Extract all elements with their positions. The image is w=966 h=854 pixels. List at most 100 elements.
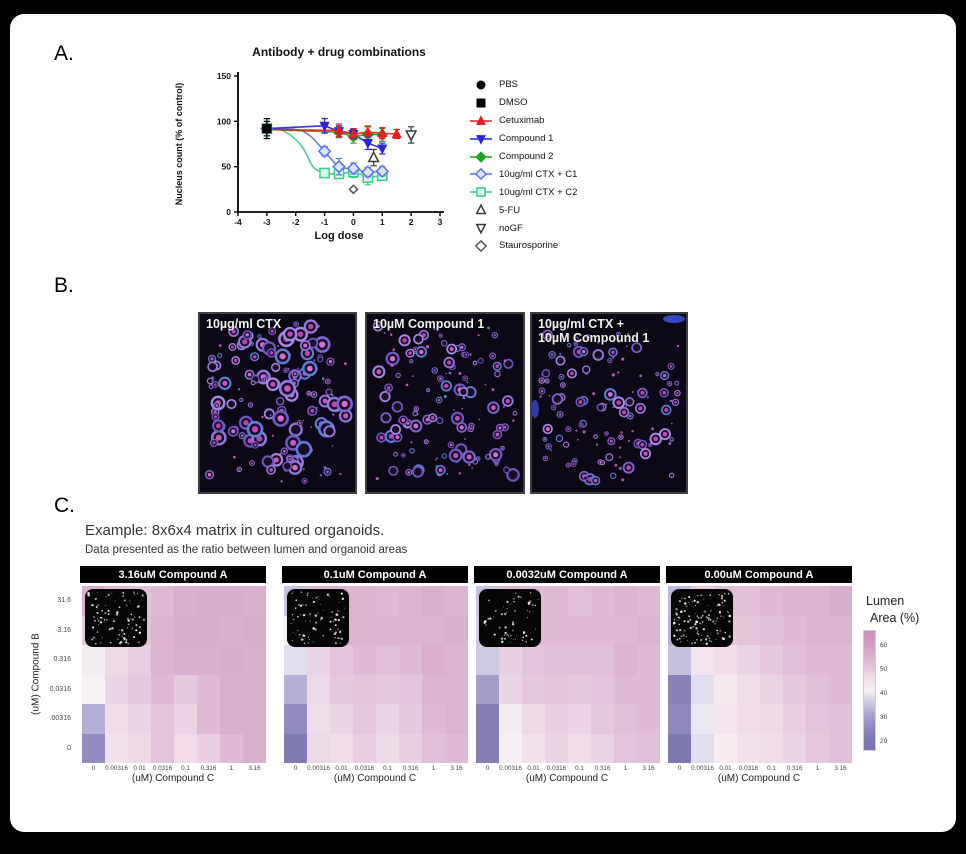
heatmap-cell (128, 704, 151, 734)
heatmap-y-tick: .00316 (49, 715, 71, 722)
legend-item: Compound 1 (468, 130, 577, 148)
heatmap-cell (151, 586, 174, 616)
heatmap-cell (174, 615, 197, 645)
micrograph-image: 10µg/ml CTX (198, 312, 357, 494)
heatmap-cell (243, 615, 266, 645)
legend-marker-icon (470, 168, 492, 181)
heatmap-cell (220, 733, 243, 763)
heatmap-cell (806, 704, 829, 734)
colorbar-title-line2: Area (%) (870, 611, 920, 625)
heatmap-cell (376, 674, 399, 704)
heatmap-cell (243, 674, 266, 704)
heatmap-cell (197, 645, 220, 675)
heatmap-cell (829, 704, 852, 734)
heatmap-cell (545, 586, 568, 616)
micrograph-organoids (204, 319, 353, 485)
heatmap-cell (522, 733, 545, 763)
heatmap-cell (376, 615, 399, 645)
heatmap-cell (399, 733, 422, 763)
heatmap-cell (307, 704, 330, 734)
heatmap-cell (284, 704, 307, 734)
heatmap-cell (637, 615, 660, 645)
legend-marker-icon (475, 203, 487, 215)
heatmap-cell (568, 704, 591, 734)
heatmap-x-tick: 3.16 (834, 765, 847, 772)
heatmap-inset-micrograph (287, 589, 349, 647)
colorbar-gradient (863, 630, 876, 751)
legend-item: 10ug/ml CTX + C2 (468, 183, 577, 201)
heatmap-cell (760, 733, 783, 763)
heatmap-cell (760, 586, 783, 616)
heatmap-cell (545, 615, 568, 645)
heatmap-cell (637, 674, 660, 704)
heatmap-cell (829, 733, 852, 763)
heatmap-x-tick: 1 (229, 765, 234, 772)
heatmap-cell (151, 733, 174, 763)
matrix-subtitle: Data presented as the ratio between lume… (85, 544, 408, 556)
legend-item: DMSO (468, 94, 577, 112)
legend-item: noGF (468, 219, 577, 237)
heatmap-x-tick: 0.1 (181, 765, 190, 772)
heatmap-cell (714, 733, 737, 763)
heatmap-cell (445, 674, 468, 704)
micrograph-image: 10µg/ml CTX +10µM Compound 1 (530, 312, 688, 494)
chart-y-axis-label: Nucleus count (% of control) (174, 83, 184, 206)
heatmap-cell (197, 586, 220, 616)
heatmap-cell (737, 733, 760, 763)
legend-label: 10ug/ml CTX + C2 (499, 186, 578, 198)
heatmap-x-tick: 0.316 (402, 765, 419, 772)
series-pbs (262, 118, 272, 140)
heatmap-cell (445, 586, 468, 616)
heatmap-cell (353, 704, 376, 734)
heatmap-cell (82, 733, 105, 763)
micrograph-label: 10µg/ml CTX +10µM Compound 1 (538, 317, 650, 345)
series-nogf (405, 126, 418, 144)
heatmap-cell (220, 674, 243, 704)
svg-text:0: 0 (226, 207, 231, 217)
heatmap-x-tick: 0 (485, 765, 490, 772)
heatmap-cell (522, 674, 545, 704)
micrograph-organoids (532, 315, 685, 486)
heatmap-cell (243, 733, 266, 763)
micrograph-image: 10µM Compound 1 (365, 312, 525, 494)
matrix-title: Example: 8x6x4 matrix in cultured organo… (85, 522, 385, 539)
colorbar-tick: 60 (880, 641, 888, 649)
svg-text:1: 1 (380, 217, 385, 227)
series-5-fu (367, 148, 380, 167)
heatmap-x-tick: 0.01 (719, 765, 732, 772)
heatmap-cell (151, 704, 174, 734)
heatmap-cell (714, 645, 737, 675)
heatmap-cell (330, 733, 353, 763)
heatmap-cell (476, 704, 499, 734)
heatmap-cell (353, 615, 376, 645)
svg-text:2: 2 (409, 217, 414, 227)
heatmap-cell (668, 733, 691, 763)
heatmap-cell (399, 645, 422, 675)
heatmap-cell (783, 586, 806, 616)
heatmap-cell (614, 645, 637, 675)
heatmap-cell (568, 674, 591, 704)
heatmap-cell (422, 733, 445, 763)
legend-marker-icon (476, 80, 486, 90)
heatmap-x-tick: 0.1 (383, 765, 392, 772)
heatmap-cell (568, 615, 591, 645)
heatmap-cell (737, 615, 760, 645)
chart-x-axis-label: Log dose (315, 230, 364, 242)
heatmap-cell (591, 674, 614, 704)
heatmap-cell (783, 704, 806, 734)
heatmap-cell (806, 645, 829, 675)
heatmap-cell (783, 674, 806, 704)
heatmap-x-tick: 0.1 (575, 765, 584, 772)
panel-b-label: B. (54, 274, 74, 297)
heatmap-x-tick: 0.0316 (546, 765, 567, 772)
heatmap-cell (330, 674, 353, 704)
heatmap-cell (783, 615, 806, 645)
heatmap-cell (783, 733, 806, 763)
heatmap-cell (399, 615, 422, 645)
heatmap-cell (668, 674, 691, 704)
series-cetuximab (333, 123, 402, 141)
heatmap-x-tick: 0.00316 (691, 765, 714, 772)
heatmap-cell (353, 733, 376, 763)
svg-text:3: 3 (438, 217, 443, 227)
